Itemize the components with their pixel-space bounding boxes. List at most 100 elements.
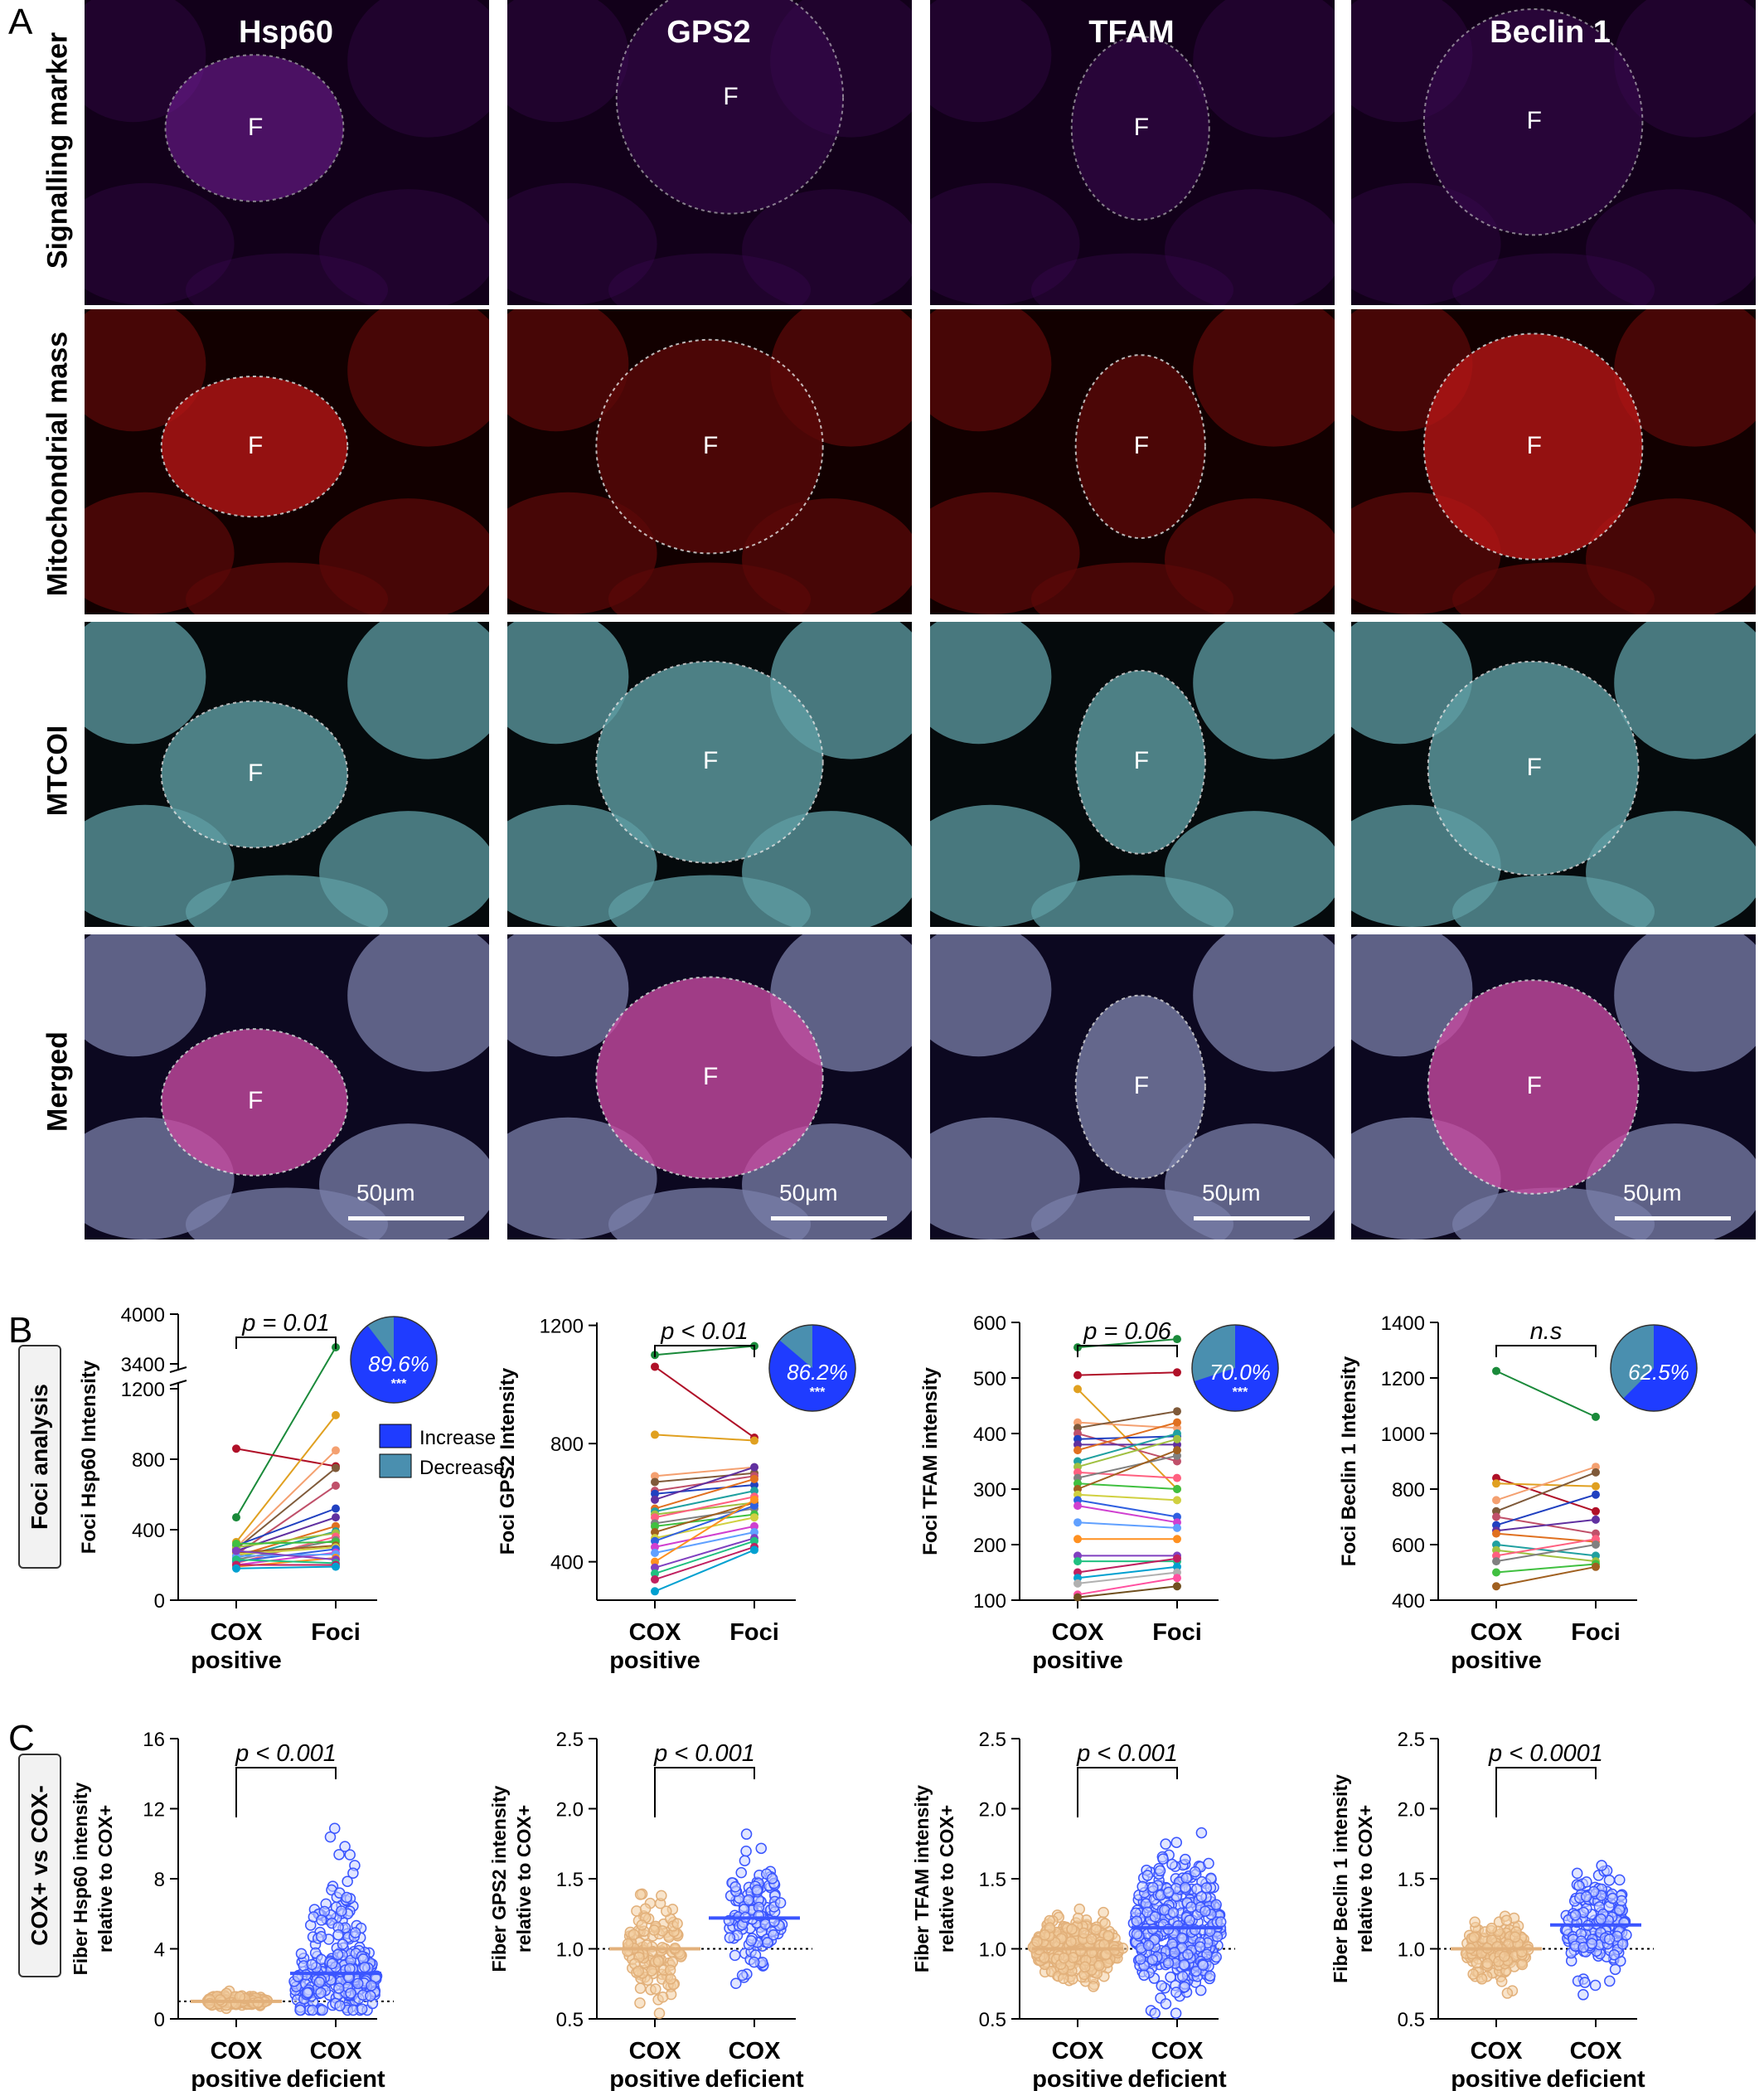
micrograph-merged-hsp60: F 50μm [85,934,489,1240]
c3-point-g2-359 [1146,1954,1159,1966]
c4-point-g2-129 [1616,1895,1627,1907]
b2-pair-point-b-19 [750,1495,758,1504]
micrograph-mtcoi-tfam: F [930,622,1335,927]
b3-pair-point-b-4 [1173,1407,1181,1416]
b1-pair-point-a-1 [232,1444,240,1453]
c4-ytick-2: 1.5 [1398,1869,1425,1891]
c3-point-g2-109 [1156,1980,1167,1992]
c4-point-g2-32 [1603,1875,1616,1886]
c3-point-g2-345 [1176,1932,1188,1944]
b2-pair-point-a-6 [651,1489,659,1498]
c3-point-g2-129 [1165,1971,1176,1983]
c3-point-g2-195 [1203,1857,1214,1870]
column-label-hsp60: Hsp60 [238,15,334,50]
c3-point-g2-374 [1184,1914,1195,1926]
c1-point-g2-253 [326,1958,338,1970]
focus-mark: F [703,747,719,775]
b4-ytick-5: 1400 [1381,1312,1425,1335]
b3-pair-point-a-8 [1073,1446,1082,1455]
c2-point-g1-105 [634,1889,647,1900]
c3-point-g2-369 [1185,1901,1197,1913]
b1-break-mark-1 [169,1366,187,1373]
b4-ytick-0: 400 [1392,1590,1425,1613]
c2-point-g2-66 [729,1949,741,1962]
c2-point-g1-72 [661,1905,672,1917]
c4-point-g1-157 [1485,1922,1498,1934]
b2-xtick-0-1: positive [609,1647,700,1674]
b1-pair-line-0 [235,1346,337,1518]
b1-xtick-0-0: COX [211,1619,264,1646]
b1-pair-point-b-6 [332,1504,340,1513]
focus-mark: F [703,1062,719,1090]
b4-pair-point-a-2 [1492,1479,1500,1488]
c3-point-g1-288 [1078,1927,1090,1939]
c3-point-g2-371 [1162,1957,1175,1969]
b4-pair-point-b-0 [1592,1412,1600,1421]
chart-b1: 0 400 800 1200 3400 4000 Foci Hsp60 Intensity p… [78,1304,438,1674]
focus-mark: F [1526,431,1542,459]
c2-xtick-1-0: COX [729,2038,782,2064]
b2-pair-point-b-2 [750,1436,758,1445]
c3-point-g2-207 [1210,1951,1222,1963]
c2-point-g2-112 [766,1873,778,1885]
b3-ylabel: Foci TFAM intensity [919,1367,942,1555]
c3-xtick-0-0: COX [1052,2038,1105,2064]
c4-point-g2-152 [1571,1867,1583,1880]
c4-ytick-1: 1.0 [1398,1939,1425,1962]
b4-pair-line-9 [1495,1544,1597,1557]
b1-ytick-4: 3400 [121,1354,165,1376]
c4-point-g2-134 [1608,1948,1621,1961]
c4-point-g2-155 [1603,1933,1616,1945]
c4-point-g2-74 [1579,1977,1591,1988]
panel-letter-a: A [8,2,33,42]
micrograph-merged-beclin-1: F 50μm [1351,934,1756,1240]
b2-pair-line-2 [654,1434,755,1442]
b4-pie-outline [1610,1324,1698,1412]
b1-pair-line-3 [235,1449,337,1548]
b4-pair-line-2 [1495,1482,1597,1487]
b4-sig-bracket [1495,1345,1597,1357]
b4-pair-point-a-13 [1492,1568,1500,1577]
b1-pie-label: 89.6% [368,1351,429,1376]
b3-pair-line-15 [1077,1493,1178,1502]
c1-point-g2-256 [295,1948,308,1960]
b3-xtick-0-0: COX [1052,1619,1105,1646]
c3-xtick-0-1: positive [1032,2066,1123,2091]
c1-point-g2-232 [306,1958,318,1971]
c1-point-g2-7 [324,1831,337,1843]
side-label-foci-analysis: Foci analysis [18,1345,61,1569]
b3-pair-line-2 [1077,1388,1178,1490]
b3-pair-point-b-0 [1173,1335,1181,1344]
b3-pie-outline [1191,1324,1279,1412]
c4-point-g1-154 [1481,1958,1494,1970]
c2-ytick-1: 1.0 [556,1939,584,1962]
b4-pair-line-13 [1495,1563,1597,1574]
focus-mark: F [1526,753,1542,781]
c3-point-g2-252 [1170,2007,1182,2019]
c2-point-g1-115 [665,1973,676,1985]
b2-pie-stars: *** [810,1385,826,1400]
b3-pair-line-25 [1077,1577,1178,1596]
micrograph-mtcoi-gps2: F [507,622,912,927]
c2-point-g2-57 [739,1855,751,1866]
b2-pair-line-19 [654,1498,755,1563]
c3-point-g2-346 [1160,1998,1172,2010]
b2-pair-point-a-14 [651,1528,659,1537]
c4-point-g2-159 [1586,1938,1598,1949]
b1-pair-line-2 [235,1414,337,1543]
scale-bar-label: 50μm [1623,1180,1682,1206]
c3-point-g2-243 [1190,1965,1202,1977]
b3-pair-line-4 [1077,1410,1178,1429]
b1-pair-line-15 [235,1546,337,1555]
b1-pie-increase [350,1317,437,1404]
b2-pair-line-21 [654,1540,755,1574]
c1-point-g2-246 [342,1875,353,1887]
b2-pair-line-1 [654,1366,755,1438]
b4-pair-line-10 [1495,1549,1597,1563]
b2-pair-line-20 [654,1537,755,1569]
c4-ylabel-line1: Fiber Beclin 1 intensity [1330,1774,1351,1983]
c3-point-g1-293 [1066,1924,1078,1935]
b1-pair-line-10 [235,1532,337,1549]
c1-sig-bracket [235,1767,337,1817]
